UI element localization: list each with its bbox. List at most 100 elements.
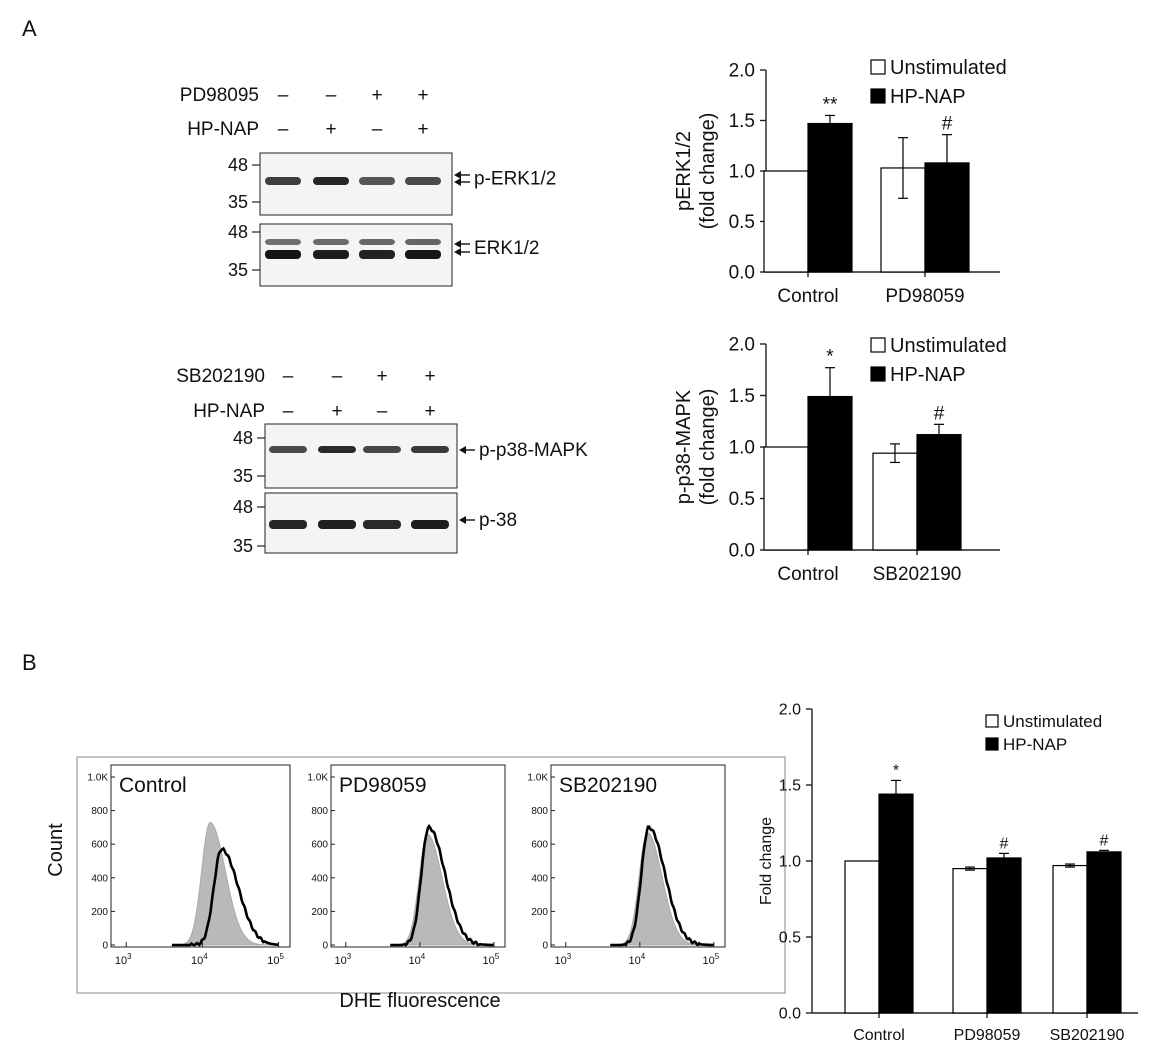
y-tick-label: 0.5 <box>729 489 755 510</box>
histogram-y-tick-label: 1.0K <box>307 773 328 784</box>
y-axis-title: pERK1/2 <box>673 131 695 211</box>
lane-treatment-mark: + <box>331 401 342 422</box>
x-category-label: Control <box>777 564 838 585</box>
histogram-y-tick-label: 800 <box>311 806 328 817</box>
histogram-y-tick-label: 600 <box>91 840 108 851</box>
bar-hp-nap <box>807 395 853 551</box>
protein-band <box>269 446 307 453</box>
band-arrow-head <box>454 178 461 186</box>
legend-label: HP-NAP <box>1003 735 1067 754</box>
tick-exponent: 4 <box>641 952 646 961</box>
tick-exponent: 4 <box>203 952 208 961</box>
histogram-x-tick-label: 103 <box>554 952 571 967</box>
histogram-y-tick-label: 0 <box>542 941 548 952</box>
histogram-y-tick-label: 600 <box>311 840 328 851</box>
y-tick-label: 1.0 <box>729 162 755 183</box>
blot-treatment-label: HP-NAP <box>193 401 265 422</box>
lane-treatment-mark: – <box>283 366 294 387</box>
histogram-y-tick-label: 800 <box>531 806 548 817</box>
y-tick-label: 0.0 <box>779 1006 801 1023</box>
histogram-x-tick-label: 103 <box>334 952 351 967</box>
bar-unstimulated <box>763 170 809 273</box>
histogram-y-tick-label: 0 <box>322 941 328 952</box>
tick-base: 10 <box>408 955 420 967</box>
histogram-hp-nap <box>610 825 714 947</box>
legend-swatch <box>870 59 886 75</box>
band-label: p-38 <box>479 510 517 531</box>
protein-band <box>405 250 441 259</box>
legend-label: Unstimulated <box>890 57 1007 79</box>
tick-exponent: 3 <box>127 952 132 961</box>
western-blot-p38: SB202190HP-NAP–––++–++48354835p-p38-MAPK… <box>176 366 588 556</box>
protein-band <box>313 177 349 185</box>
tick-exponent: 4 <box>421 952 426 961</box>
band-arrow-head <box>454 248 461 256</box>
histogram-x-tick-label: 104 <box>191 952 208 967</box>
lane-treatment-mark: + <box>417 119 428 140</box>
band-label: p-p38-MAPK <box>479 440 588 461</box>
tick-base: 10 <box>191 955 203 967</box>
mw-marker-label: 35 <box>233 536 253 556</box>
legend-label: Unstimulated <box>890 335 1007 357</box>
protein-band <box>411 520 449 529</box>
protein-band <box>265 177 301 185</box>
protein-band <box>313 239 349 245</box>
histogram-y-tick-label: 200 <box>311 907 328 918</box>
legend-swatch <box>870 88 886 104</box>
histogram-y-tick-label: 0 <box>102 941 108 952</box>
histogram-unstimulated <box>171 821 275 946</box>
significance-mark: ** <box>823 94 838 115</box>
histogram-y-tick-label: 400 <box>531 873 548 884</box>
y-axis-title: p-p38-MAPK <box>673 389 695 504</box>
tick-exponent: 3 <box>347 952 352 961</box>
tick-base: 10 <box>115 955 127 967</box>
y-tick-label: 0.5 <box>779 930 801 947</box>
x-category-label: Control <box>777 286 838 307</box>
mw-marker-label: 35 <box>228 192 248 212</box>
panel-b-label: B <box>22 650 37 675</box>
legend-swatch <box>870 337 886 353</box>
histogram-y-tick-label: 400 <box>91 873 108 884</box>
protein-band <box>359 250 395 259</box>
lane-treatment-mark: – <box>332 366 343 387</box>
y-tick-label: 1.5 <box>729 111 755 132</box>
lane-treatment-mark: – <box>283 401 294 422</box>
legend-swatch <box>870 366 886 382</box>
histogram-x-tick-label: 103 <box>115 952 132 967</box>
bar-hp-nap <box>1086 851 1122 1014</box>
tick-base: 10 <box>703 955 715 967</box>
mw-marker-label: 48 <box>233 428 253 448</box>
lane-treatment-mark: – <box>372 119 383 140</box>
histogram-y-tick-label: 800 <box>91 806 108 817</box>
band-label: p-ERK1/2 <box>474 169 556 190</box>
lane-treatment-mark: + <box>371 85 382 106</box>
lane-treatment-mark: + <box>424 401 435 422</box>
y-axis-title: (fold change) <box>697 113 719 230</box>
significance-mark: # <box>942 114 953 135</box>
bar-hp-nap <box>878 793 914 1014</box>
significance-mark: # <box>934 403 945 424</box>
bar-unstimulated <box>952 867 988 1014</box>
mw-marker-label: 48 <box>233 497 253 517</box>
mw-marker-label: 48 <box>228 155 248 175</box>
y-tick-label: 2.0 <box>729 61 755 82</box>
y-tick-label: 1.5 <box>779 778 801 795</box>
histogram-title: PD98059 <box>339 774 427 797</box>
histogram-x-tick-label: 105 <box>703 952 720 967</box>
protein-band <box>363 446 401 453</box>
histogram-title: SB202190 <box>559 774 657 797</box>
mw-marker-label: 35 <box>233 466 253 486</box>
legend-label: Unstimulated <box>1003 712 1102 731</box>
lane-treatment-mark: – <box>278 119 289 140</box>
significance-mark: * <box>826 347 834 368</box>
y-axis-title: Fold change <box>758 817 775 905</box>
mw-marker-label: 48 <box>228 222 248 242</box>
significance-mark: * <box>893 762 899 779</box>
bar-unstimulated <box>844 860 880 1014</box>
flow-panel-frame <box>76 756 786 994</box>
blot-treatment-label: SB202190 <box>176 366 265 387</box>
tick-base: 10 <box>554 955 566 967</box>
bar-unstimulated <box>872 452 918 551</box>
